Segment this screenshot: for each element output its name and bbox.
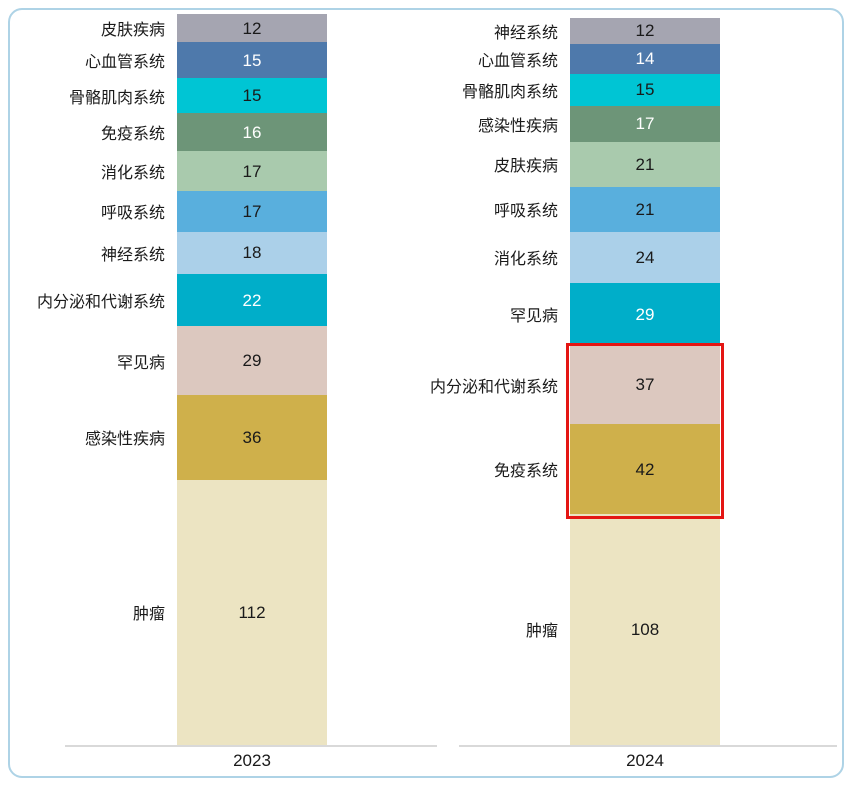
bar-segment: 感染性疾病 36 [85,394,327,480]
bar-segment: 内分泌和代谢系统 22 [37,274,327,327]
segment-value: 42 [635,459,655,479]
category-label: 皮肤疾病 [493,158,558,176]
category-label: 骨骼肌肉系统 [68,89,165,107]
stacked-bar-2023: 皮肤疾病 12 心血管系统 15 骨骼肌肉系统 15 免疫系统 16 消化系统 17 呼吸系统 17 神… [37,14,327,745]
category-label: 骨骼肌肉系统 [461,83,558,101]
category-label: 肿瘤 [525,623,558,641]
bar-segment: 罕见病 29 [117,326,327,395]
bar-segment: 神经系统 12 [494,18,720,44]
segment-value: 21 [635,199,655,219]
bar-segment: 消化系统 24 [494,231,720,284]
segment-value: 24 [635,247,655,267]
category-label: 罕见病 [509,308,558,326]
bar-segment: 感染性疾病 17 [478,105,720,142]
chart-2024: 神经系统 12 心血管系统 14 骨骼肌肉系统 15 感染性疾病 17 皮肤疾病 21 呼吸系统 21… [430,0,852,789]
category-label: 消化系统 [100,165,165,183]
bar-segment: 肿瘤 112 [133,479,327,745]
category-label: 消化系统 [493,251,558,269]
bar-segment: 消化系统 17 [101,151,327,192]
category-label: 免疫系统 [100,126,165,144]
segment-value: 18 [242,243,262,263]
category-label: 神经系统 [493,24,558,42]
segment-value: 112 [238,602,266,622]
category-label: 感染性疾病 [477,117,558,135]
chart-2023: 皮肤疾病 12 心血管系统 15 骨骼肌肉系统 15 免疫系统 16 消化系统 17 呼吸系统 17 神… [37,14,437,770]
segment-value: 14 [635,49,655,69]
category-label: 感染性疾病 [84,431,165,449]
category-label: 皮肤疾病 [100,22,165,40]
segment-value: 17 [242,201,262,221]
segment-value: 37 [635,375,655,395]
x-axis-line-2023 [65,745,437,747]
category-label: 神经系统 [100,246,165,264]
x-axis-line-2024 [459,745,837,747]
segment-value: 16 [242,122,262,142]
category-label: 免疫系统 [493,463,558,481]
bar-segment: 罕见病 29 [510,283,720,346]
bar-segment: 神经系统 18 [101,231,327,275]
category-label: 罕见病 [116,354,165,372]
segment-value: 108 [630,619,660,639]
category-label: 心血管系统 [477,52,558,70]
segment-value: 15 [242,86,262,106]
x-axis-label-2024: 2024 [626,751,664,770]
segment-value: 15 [242,50,262,70]
x-axis-label-2023: 2023 [233,751,271,770]
segment-value: 29 [242,351,262,370]
bar-segment: 骨骼肌肉系统 15 [462,73,720,106]
bar-segment: 呼吸系统 17 [101,191,327,232]
bar-segment: 心血管系统 15 [85,42,327,78]
bar-segment: 肿瘤 108 [526,513,720,745]
bar-segment: 皮肤疾病 21 [494,141,720,187]
stacked-bar-2024: 神经系统 12 心血管系统 14 骨骼肌肉系统 15 感染性疾病 17 皮肤疾病 21 呼吸系统 21… [430,18,724,745]
segment-value: 17 [242,161,262,181]
category-label: 呼吸系统 [100,205,165,223]
bar-segment: 免疫系统 42 [494,424,720,514]
segment-value: 12 [635,21,655,41]
category-label: 呼吸系统 [493,203,558,221]
bar-segment: 皮肤疾病 12 [101,14,327,43]
bar-segment: 呼吸系统 21 [494,186,720,232]
segment-value: 36 [242,427,262,447]
segment-value: 12 [242,18,262,38]
bar-segment: 免疫系统 16 [101,113,327,152]
category-label: 心血管系统 [84,54,165,72]
segment-value: 15 [635,80,655,100]
category-label: 肿瘤 [132,606,165,624]
bar-segment: 内分泌和代谢系统 37 [430,345,720,425]
bar-segment: 骨骼肌肉系统 15 [69,77,327,114]
segment-value: 17 [635,114,655,134]
bar-segment: 心血管系统 14 [478,43,720,74]
segment-value: 29 [635,304,655,324]
segment-value: 22 [242,290,262,310]
segment-value: 21 [635,154,655,174]
category-label: 内分泌和代谢系统 [36,294,165,312]
category-label: 内分泌和代谢系统 [429,378,558,396]
